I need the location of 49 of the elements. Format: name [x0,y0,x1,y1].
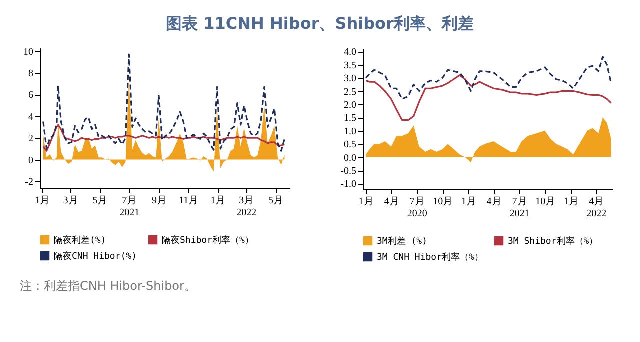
y-tick-label: 2 [28,134,34,145]
x-tick-label: 4月 [486,196,502,208]
x-tick-label: 11月 [179,196,199,206]
x-tick-label: 3月 2022 [236,196,257,218]
legend-label: 隔夜利差(%) [54,235,106,246]
y-tick-label: 1.0 [344,126,356,138]
x-tick-label: 1月 [462,196,476,208]
x-tick-label: 1月 [210,196,226,206]
legend-label: 3M CNH Hibor利率（%） [377,252,484,263]
line-series [42,54,286,152]
y-tick-label: 2.5 [344,86,356,98]
y-tick-label: 2.0 [344,100,356,111]
y-tick-label: 3.0 [344,74,356,85]
legend-label: 3M Shibor利率（%） [508,236,598,248]
y-tick-label: -1.0 [340,179,356,190]
line-series [42,124,286,152]
y-tick-label: 0.5 [344,140,356,151]
legend-label: 隔夜Shibor利率（%） [162,235,254,246]
legend-label: 3M利差 (%) [377,236,428,248]
legend-label: 隔夜CNH Hibor(%) [54,251,138,262]
x-tick-label: 9月 [152,196,167,206]
text: 注：利差指CNH Hibor-Shibor。 [20,278,198,295]
x-tick-label: 10月 [433,196,454,208]
x-tick-label: 7月 2020 [407,196,428,220]
line-series [365,74,612,122]
x-tick-label: 7月 2021 [510,196,530,220]
x-tick-label: 5月 [92,196,108,206]
y-tick-label: 8 [28,68,34,80]
y-tick-label: 4.0 [344,47,356,58]
x-tick-label: 1月 [564,196,579,208]
y-tick-label: 4 [28,112,34,123]
x-tick-label: 7月 2021 [120,196,140,218]
y-tick-label: 0.0 [344,152,356,164]
y-tick-label: -0.5 [340,166,356,178]
x-tick-label: 1月 [34,196,50,206]
x-tick-label: 10月 [536,196,556,208]
chart-title: 图表 11CNH Hibor、Shibor利率、利差 [165,14,475,35]
y-tick-label: 0 [28,155,34,166]
x-tick-label: 3月 [63,196,78,206]
x-tick-label: 5月 [268,196,284,206]
y-tick-label: 6 [28,90,34,102]
x-tick-label: 4月 [384,196,400,208]
y-tick-label: 10 [24,46,34,58]
x-tick-label: 4月 2022 [586,196,607,220]
y-tick-label: 3.5 [344,60,356,72]
line-series [365,56,612,100]
y-tick-label: -2 [25,176,34,188]
y-tick-label: 1.5 [344,113,356,124]
x-tick-label: 1月 [358,196,374,208]
